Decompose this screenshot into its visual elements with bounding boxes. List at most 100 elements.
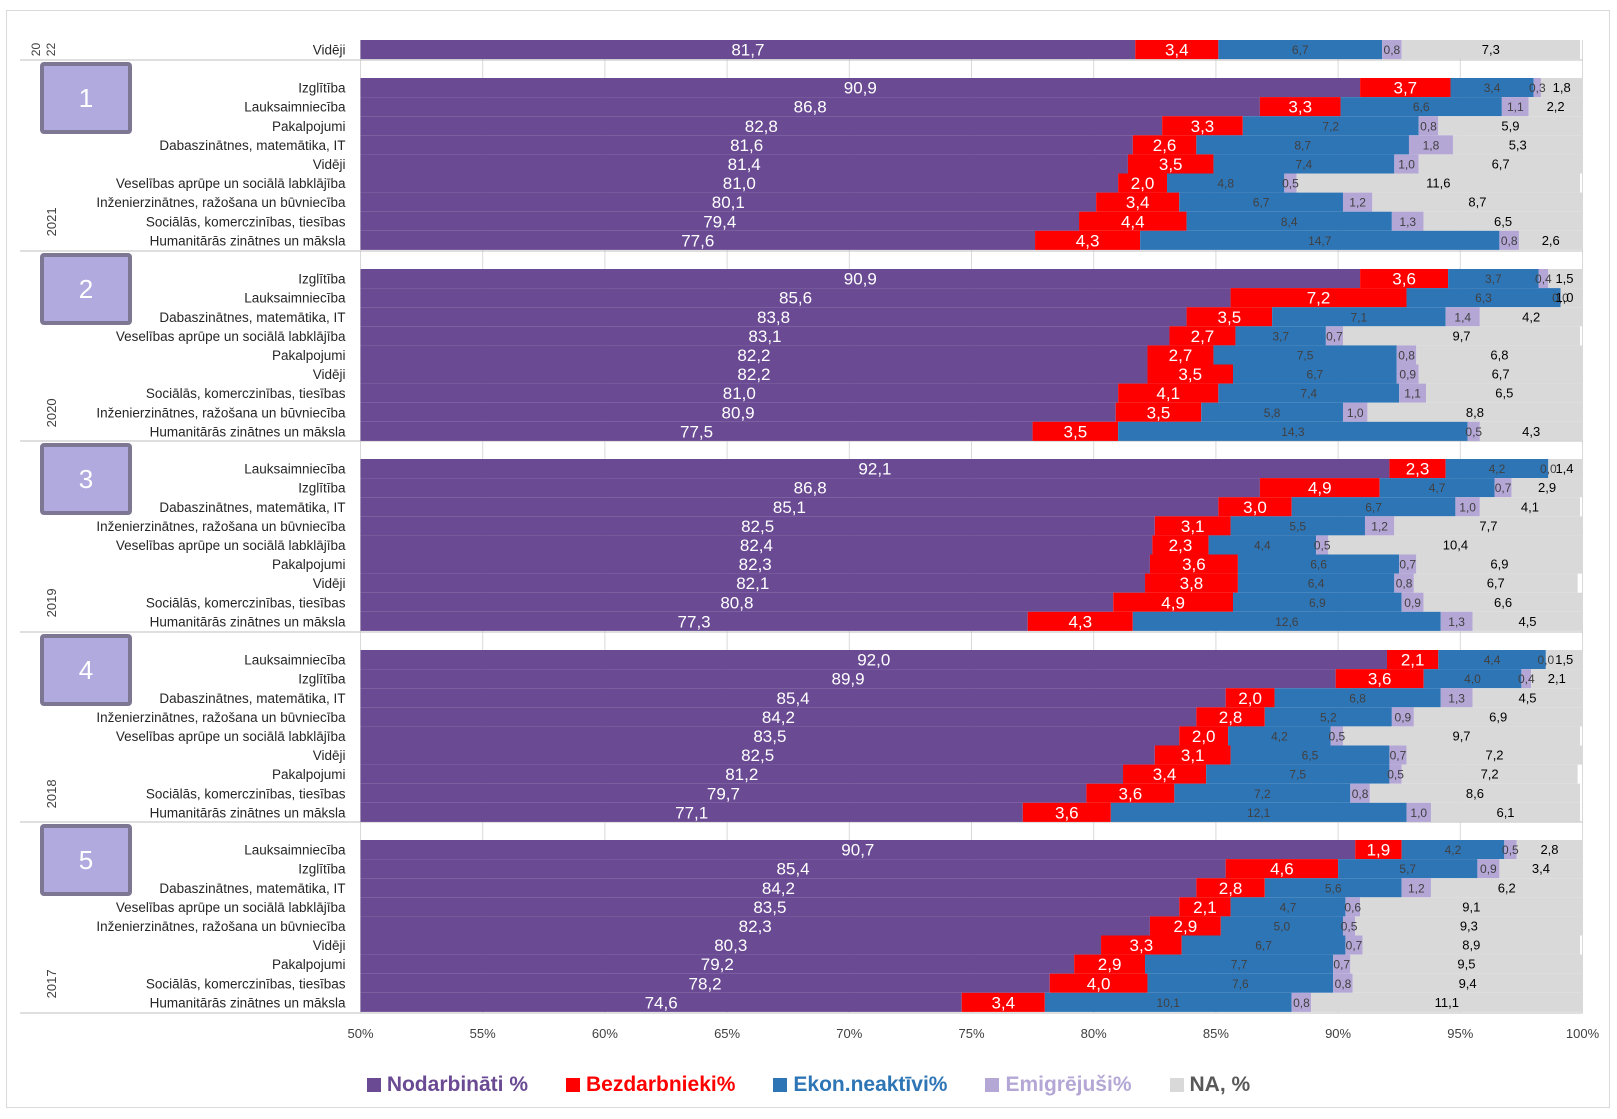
bar-segment-unemployed bbox=[1118, 383, 1219, 403]
data-label-inactive: 10,1 bbox=[1157, 996, 1181, 1010]
bar-segment-employed bbox=[360, 992, 962, 1012]
data-label-na: 8,6 bbox=[1466, 786, 1484, 801]
x-tick-label: 80% bbox=[1081, 1026, 1107, 1041]
bar-segment-employed bbox=[360, 916, 1150, 936]
bar-segment-employed bbox=[360, 40, 1136, 60]
bar-segment-inactive bbox=[1145, 954, 1334, 974]
data-label-unemployed: 3,6 bbox=[1182, 555, 1206, 574]
bar-segment-unemployed bbox=[1022, 802, 1111, 822]
category-label: Sociālās, komerczinības, tiesības bbox=[146, 976, 346, 991]
bar-segment-employed bbox=[360, 554, 1150, 574]
bar-segment-na bbox=[1531, 669, 1583, 689]
data-label-unemployed: 3,4 bbox=[991, 993, 1015, 1012]
data-label-employed: 82,5 bbox=[741, 517, 774, 536]
bar-segment-unemployed bbox=[1127, 154, 1214, 174]
bar-segment-emigrated bbox=[1350, 783, 1370, 803]
data-label-inactive: 14,7 bbox=[1308, 234, 1332, 248]
category-label: Dabaszinātnes, matemātika, IT bbox=[159, 138, 345, 153]
bar-segment-unemployed bbox=[1145, 573, 1238, 593]
data-label-emigrated: 0,7 bbox=[1326, 329, 1343, 343]
data-label-unemployed: 2,6 bbox=[1153, 136, 1177, 155]
data-label-inactive: 4,0 bbox=[1464, 672, 1481, 686]
x-tick-label: 55% bbox=[470, 1026, 496, 1041]
category-label: Lauksaimniecība bbox=[244, 100, 346, 115]
data-label-inactive: 5,0 bbox=[1274, 919, 1291, 933]
category-label: Vidēji bbox=[313, 43, 346, 58]
year-label: 20 bbox=[29, 43, 43, 57]
bar-segment-unemployed bbox=[1386, 650, 1439, 670]
bar-segment-inactive bbox=[1179, 192, 1343, 212]
data-label-na: 6,6 bbox=[1494, 595, 1512, 610]
bar-segment-employed bbox=[360, 173, 1119, 193]
bar-segment-emigrated bbox=[1394, 573, 1414, 593]
bar-segment-unemployed bbox=[1152, 535, 1209, 555]
data-label-employed: 82,1 bbox=[736, 574, 769, 593]
data-label-na: 8,7 bbox=[1468, 195, 1486, 210]
bar-segment-employed bbox=[360, 135, 1133, 155]
bar-segment-employed bbox=[360, 269, 1361, 289]
bar-segment-inactive bbox=[1230, 516, 1365, 536]
data-label-unemployed: 2,1 bbox=[1401, 651, 1425, 670]
data-label-unemployed: 3,4 bbox=[1126, 193, 1150, 212]
data-label-emigrated: 0,0 bbox=[1537, 653, 1554, 667]
data-label-inactive: 5,2 bbox=[1320, 710, 1337, 724]
category-label: Dabaszinātnes, matemātika, IT bbox=[159, 310, 345, 325]
year-label: 2019 bbox=[44, 588, 59, 617]
bar-segment-employed bbox=[360, 973, 1050, 993]
section-badge-number: 1 bbox=[79, 83, 93, 113]
bar-segment-employed bbox=[360, 611, 1028, 631]
data-label-na: 9,3 bbox=[1460, 918, 1478, 933]
data-label-na: 8,8 bbox=[1466, 405, 1484, 420]
bar-segment-employed bbox=[360, 421, 1033, 441]
data-label-emigrated: 0,8 bbox=[1420, 119, 1437, 133]
data-label-inactive: 8,7 bbox=[1294, 138, 1311, 152]
bar-segment-emigrated bbox=[1445, 307, 1480, 327]
bar-segment-inactive bbox=[1242, 116, 1419, 136]
bar-segment-inactive bbox=[1201, 402, 1343, 422]
bar-segment-employed bbox=[360, 497, 1219, 517]
category-label: Veselības aprūpe un sociālā labklājība bbox=[116, 538, 346, 553]
bar-segment-emigrated bbox=[1316, 535, 1329, 555]
bar-segment-na bbox=[1540, 78, 1583, 98]
data-label-unemployed: 3,5 bbox=[1064, 422, 1088, 441]
data-label-unemployed: 3,0 bbox=[1243, 498, 1267, 517]
data-label-na: 4,5 bbox=[1518, 690, 1536, 705]
bar-segment-inactive bbox=[1140, 230, 1500, 250]
data-label-unemployed: 4,3 bbox=[1068, 612, 1092, 631]
x-tick-label: 50% bbox=[347, 1026, 373, 1041]
bar-segment-emigrated bbox=[1342, 192, 1373, 212]
data-label-emigrated: 0,8 bbox=[1396, 577, 1413, 591]
data-label-emigrated: 1,3 bbox=[1399, 215, 1416, 229]
data-label-na: 1,8 bbox=[1553, 80, 1571, 95]
data-label-unemployed: 3,6 bbox=[1055, 803, 1079, 822]
data-label-unemployed: 3,7 bbox=[1393, 79, 1417, 98]
bar-segment-employed bbox=[360, 116, 1163, 136]
data-label-emigrated: 0,4 bbox=[1518, 672, 1535, 686]
bar-segment-inactive bbox=[1218, 383, 1400, 403]
data-label-emigrated: 0,8 bbox=[1501, 234, 1518, 248]
bar-segment-inactive bbox=[1132, 611, 1441, 631]
data-label-employed: 80,1 bbox=[712, 193, 745, 212]
category-label: Humanitārās zinātnes un māksla bbox=[150, 233, 346, 248]
data-label-emigrated: 0,0 bbox=[1540, 462, 1557, 476]
data-label-employed: 81,0 bbox=[723, 174, 756, 193]
data-label-unemployed: 4,9 bbox=[1308, 479, 1332, 498]
data-label-na: 11,6 bbox=[1426, 176, 1450, 191]
bar-segment-na bbox=[1423, 592, 1583, 612]
data-label-unemployed: 4,9 bbox=[1161, 593, 1185, 612]
data-label-unemployed: 2,3 bbox=[1406, 460, 1430, 479]
chart-frame bbox=[6, 10, 1610, 1108]
bar-segment-na bbox=[1518, 230, 1583, 250]
data-label-na: 7,2 bbox=[1481, 767, 1499, 782]
data-label-inactive: 4,2 bbox=[1445, 843, 1462, 857]
data-label-unemployed: 1,9 bbox=[1367, 841, 1391, 860]
data-label-emigrated: 1,0 bbox=[1459, 500, 1476, 514]
bar-segment-emigrated bbox=[1389, 745, 1407, 765]
data-label-unemployed: 3,5 bbox=[1178, 365, 1202, 384]
data-label-na: 2,9 bbox=[1538, 480, 1556, 495]
bar-segment-emigrated bbox=[1330, 726, 1343, 746]
bar-segment-unemployed bbox=[1360, 269, 1449, 289]
bar-segment-emigrated bbox=[1501, 97, 1529, 117]
bar-segment-inactive bbox=[1147, 973, 1334, 993]
data-label-emigrated: 0,3 bbox=[1529, 81, 1546, 95]
